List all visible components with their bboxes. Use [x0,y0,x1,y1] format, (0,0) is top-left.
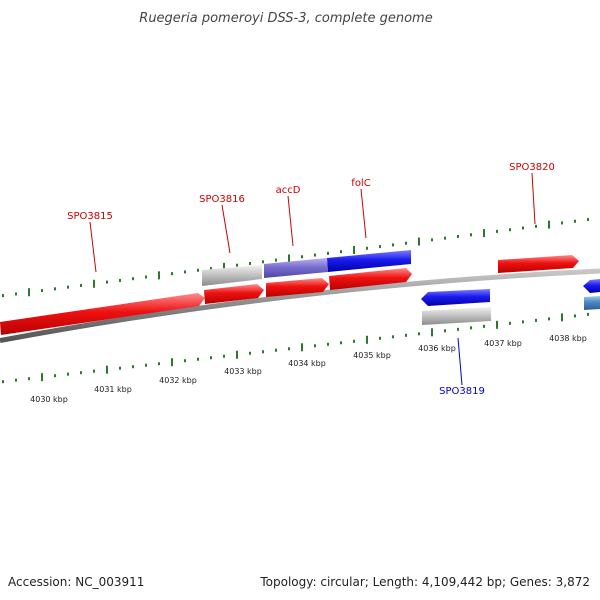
kbp-label: 4038 kbp [549,334,587,343]
gene-edge-teal[interactable] [584,296,600,310]
kbp-label: 4033 kbp [224,367,262,376]
leader-line [221,204,231,254]
leader-line [531,172,536,225]
kbp-label: 4035 kbp [353,351,391,360]
map-title: Ruegeria pomeroyi DSS-3, complete genome [139,11,432,26]
gene-label-spo3816[interactable]: SPO3816 [199,194,245,205]
gene-label-spo3815[interactable]: SPO3815 [67,211,113,222]
gene-spo3820[interactable] [498,255,579,273]
kbp-label: 4036 kbp [418,344,456,353]
gene-accd[interactable] [266,278,329,297]
gene-folc-reverse[interactable] [327,250,411,272]
leader-line [287,195,294,247]
gene-spo3815[interactable] [0,293,205,335]
gene-folc[interactable] [329,268,412,290]
gene-spo3816-pseudo[interactable] [202,265,262,286]
kbp-label: 4037 kbp [484,339,522,348]
gene-spo3819[interactable] [421,289,490,306]
kbp-label: 4031 kbp [94,385,132,394]
gene-accd-overlap[interactable] [264,258,328,278]
gene-label-folc[interactable]: folC [351,178,370,189]
leader-line [89,221,97,273]
outer-tick-row [2,218,589,298]
gene-spo3819-pseudo[interactable] [422,307,491,325]
gene-label-spo3819[interactable]: SPO3819 [439,386,485,397]
genome-backbone [0,268,600,343]
kbp-label: 4030 kbp [30,395,68,404]
inner-tick-row [2,312,589,384]
leader-line [457,337,463,386]
kbp-label: 4032 kbp [159,376,197,385]
gene-label-accd[interactable]: accD [276,185,301,196]
gene-spo3816[interactable] [204,284,264,304]
leader-line [360,188,367,239]
kbp-label: 4034 kbp [288,359,326,368]
genome-summary-text: Topology: circular; Length: 4,109,442 bp… [259,575,590,589]
gene-label-spo3820[interactable]: SPO3820 [509,162,555,173]
gene-edge-reverse[interactable] [583,279,600,293]
accession-text: Accession: NC_003911 [8,575,144,589]
kbp-scale-labels: 4030 kbp 4031 kbp 4032 kbp 4033 kbp 4034… [30,334,587,404]
